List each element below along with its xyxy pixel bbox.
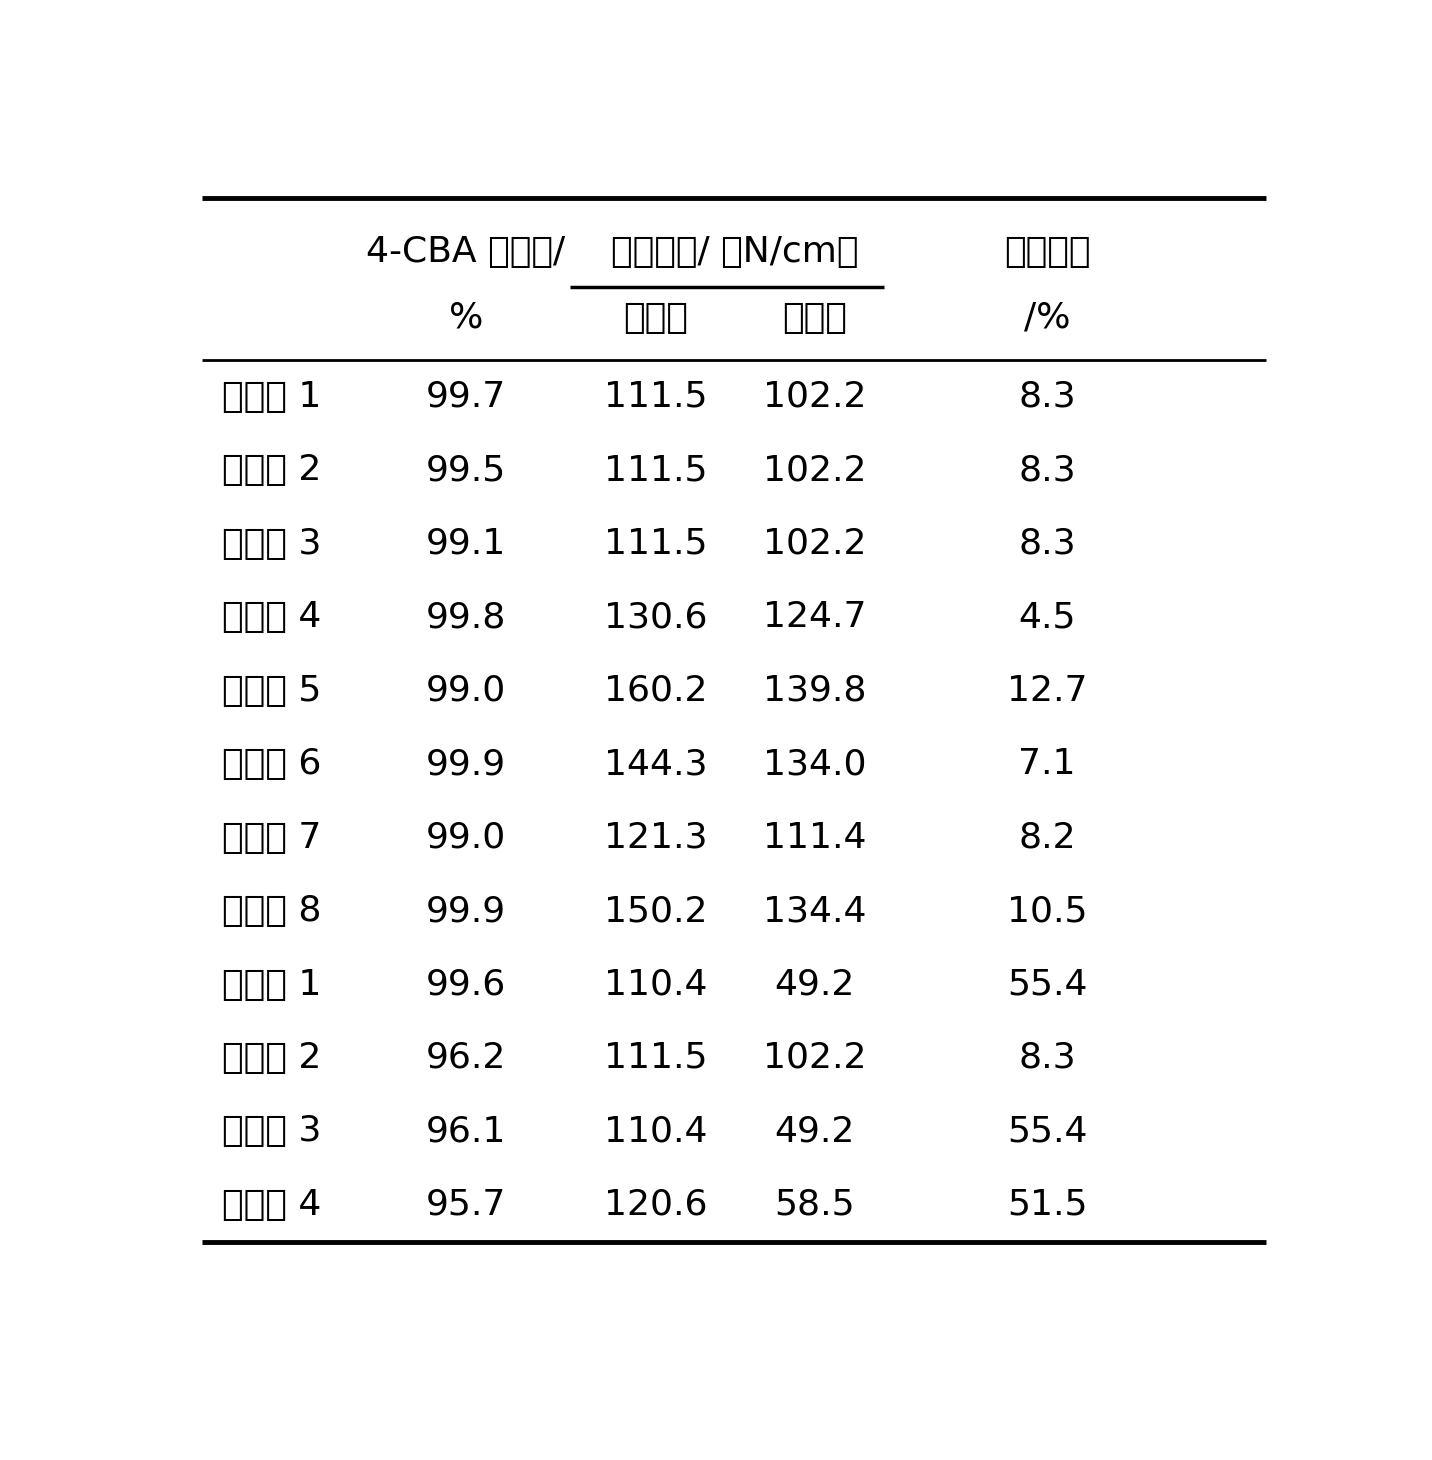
Text: 96.1: 96.1 <box>425 1114 505 1149</box>
Text: 8.3: 8.3 <box>1018 527 1075 561</box>
Text: 实施例 7: 实施例 7 <box>222 821 321 854</box>
Text: 99.0: 99.0 <box>425 821 505 854</box>
Text: 51.5: 51.5 <box>1007 1188 1087 1222</box>
Text: 139.8: 139.8 <box>763 673 866 708</box>
Text: 111.5: 111.5 <box>604 1041 707 1075</box>
Text: 150.2: 150.2 <box>604 894 707 929</box>
Text: 反应后: 反应后 <box>782 301 846 334</box>
Text: 49.2: 49.2 <box>775 1114 855 1149</box>
Text: 111.5: 111.5 <box>604 453 707 488</box>
Text: 99.9: 99.9 <box>425 748 505 781</box>
Text: 4-CBA 转化率/: 4-CBA 转化率/ <box>367 235 566 269</box>
Text: 99.8: 99.8 <box>425 600 505 634</box>
Text: 111.5: 111.5 <box>604 527 707 561</box>
Text: 强度损失: 强度损失 <box>1004 235 1090 269</box>
Text: 实施例 5: 实施例 5 <box>222 673 321 708</box>
Text: 96.2: 96.2 <box>425 1041 505 1075</box>
Text: 99.1: 99.1 <box>425 527 505 561</box>
Text: /%: /% <box>1024 301 1070 334</box>
Text: 55.4: 55.4 <box>1007 968 1087 1002</box>
Text: 99.9: 99.9 <box>425 894 505 929</box>
Text: 99.5: 99.5 <box>425 453 505 488</box>
Text: 102.2: 102.2 <box>763 1041 866 1075</box>
Text: 对比例 4: 对比例 4 <box>222 1188 321 1222</box>
Text: 110.4: 110.4 <box>604 1114 707 1149</box>
Text: 对比例 1: 对比例 1 <box>222 968 321 1002</box>
Text: 8.3: 8.3 <box>1018 453 1075 488</box>
Text: 实施例 1: 实施例 1 <box>222 380 321 413</box>
Text: 7.1: 7.1 <box>1018 748 1075 781</box>
Text: 8.2: 8.2 <box>1018 821 1075 854</box>
Text: 实施例 6: 实施例 6 <box>222 748 321 781</box>
Text: 4.5: 4.5 <box>1018 600 1075 634</box>
Text: 10.5: 10.5 <box>1007 894 1087 929</box>
Text: 111.5: 111.5 <box>604 380 707 413</box>
Text: 55.4: 55.4 <box>1007 1114 1087 1149</box>
Text: 实施例 4: 实施例 4 <box>222 600 321 634</box>
Text: 实施例 3: 实施例 3 <box>222 527 321 561</box>
Text: 8.3: 8.3 <box>1018 380 1075 413</box>
Text: 130.6: 130.6 <box>604 600 707 634</box>
Text: 99.6: 99.6 <box>425 968 505 1002</box>
Text: 抗压强度/ （N/cm）: 抗压强度/ （N/cm） <box>611 235 859 269</box>
Text: 102.2: 102.2 <box>763 527 866 561</box>
Text: 99.7: 99.7 <box>425 380 505 413</box>
Text: 134.4: 134.4 <box>763 894 866 929</box>
Text: 12.7: 12.7 <box>1007 673 1087 708</box>
Text: 95.7: 95.7 <box>425 1188 505 1222</box>
Text: 120.6: 120.6 <box>604 1188 707 1222</box>
Text: 99.0: 99.0 <box>425 673 505 708</box>
Text: 134.0: 134.0 <box>763 748 866 781</box>
Text: 124.7: 124.7 <box>763 600 866 634</box>
Text: 实施例 2: 实施例 2 <box>222 453 321 488</box>
Text: 102.2: 102.2 <box>763 380 866 413</box>
Text: 121.3: 121.3 <box>604 821 707 854</box>
Text: 反应前: 反应前 <box>623 301 687 334</box>
Text: 144.3: 144.3 <box>604 748 707 781</box>
Text: 111.4: 111.4 <box>763 821 866 854</box>
Text: 对比例 3: 对比例 3 <box>222 1114 321 1149</box>
Text: 160.2: 160.2 <box>604 673 707 708</box>
Text: 实施例 8: 实施例 8 <box>222 894 321 929</box>
Text: 110.4: 110.4 <box>604 968 707 1002</box>
Text: 49.2: 49.2 <box>775 968 855 1002</box>
Text: 8.3: 8.3 <box>1018 1041 1075 1075</box>
Text: 58.5: 58.5 <box>775 1188 855 1222</box>
Text: %: % <box>448 301 483 334</box>
Text: 对比例 2: 对比例 2 <box>222 1041 321 1075</box>
Text: 102.2: 102.2 <box>763 453 866 488</box>
